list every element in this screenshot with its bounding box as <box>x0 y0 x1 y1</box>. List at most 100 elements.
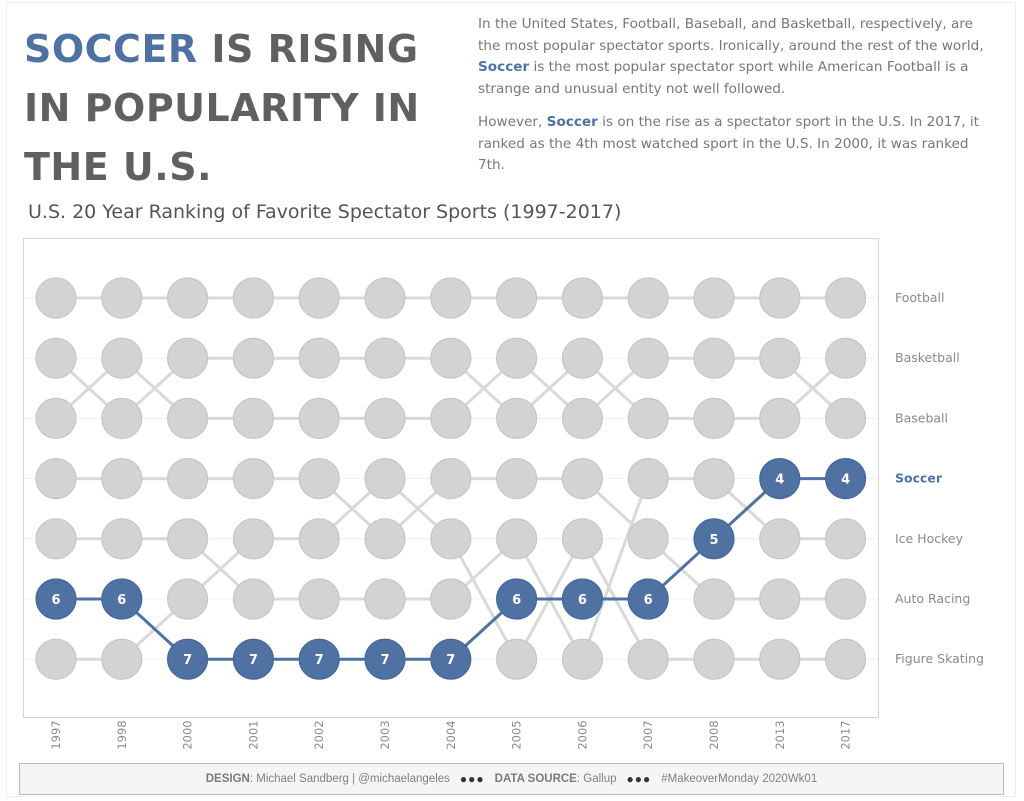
dot-football-2005[interactable] <box>495 277 538 319</box>
dot-basketball-2001[interactable] <box>232 337 274 379</box>
dot-auto-racing-2003[interactable] <box>364 518 406 560</box>
dot-auto-racing-1998[interactable] <box>101 458 143 500</box>
dot-ice-hockey-2006[interactable] <box>561 638 604 680</box>
dot-basketball-2000[interactable] <box>167 337 209 379</box>
dot-football-2007[interactable] <box>627 277 669 319</box>
x-tick-label: 2008 <box>707 720 721 749</box>
dot-ice-hockey-2008[interactable] <box>693 458 735 500</box>
dot-figure-skating-2000[interactable] <box>167 578 209 620</box>
dot-baseball-2003[interactable] <box>364 397 406 439</box>
dot-figure-skating-1998[interactable] <box>101 638 143 680</box>
dashboard-frame <box>6 2 1016 797</box>
dot-auto-racing-2008[interactable] <box>693 578 735 620</box>
dot-ice-hockey-1998[interactable] <box>101 518 143 560</box>
dot-figure-skating-2005[interactable] <box>495 638 538 680</box>
dot-soccer-2004[interactable] <box>430 638 472 680</box>
dot-baseball-2001[interactable] <box>232 397 274 439</box>
dot-basketball-2013[interactable] <box>759 397 801 439</box>
dot-auto-racing-2007[interactable] <box>627 518 669 560</box>
dot-soccer-2008[interactable] <box>693 518 735 560</box>
dot-soccer-2005[interactable] <box>495 578 538 620</box>
dot-figure-skating-2008[interactable] <box>693 638 735 680</box>
dot-soccer-2001[interactable] <box>232 638 274 680</box>
dot-figure-skating-2002[interactable] <box>298 518 340 560</box>
dot-figure-skating-2006[interactable] <box>561 518 604 560</box>
intro-p2-text-end: is on the rise as a spectator sport in t… <box>478 114 979 173</box>
dot-ice-hockey-2000[interactable] <box>167 518 209 560</box>
dot-basketball-2008[interactable] <box>693 397 735 439</box>
dot-football-1997[interactable] <box>35 277 77 319</box>
dot-ice-hockey-2007[interactable] <box>627 458 669 500</box>
dot-basketball-1997[interactable] <box>35 337 77 379</box>
dot-auto-racing-2006[interactable] <box>561 458 604 500</box>
dot-soccer-2013[interactable] <box>759 458 801 500</box>
dot-football-2008[interactable] <box>693 277 735 319</box>
dot-basketball-2006[interactable] <box>561 337 604 379</box>
dot-baseball-1998[interactable] <box>101 337 143 379</box>
dot-ice-hockey-2003[interactable] <box>364 578 406 620</box>
dot-ice-hockey-1997[interactable] <box>35 518 77 560</box>
dot-baseball-2017[interactable] <box>824 397 867 439</box>
dot-soccer-2000[interactable] <box>167 638 209 680</box>
dot-baseball-2013[interactable] <box>759 337 801 379</box>
dot-basketball-2005[interactable] <box>495 397 538 439</box>
dot-football-2002[interactable] <box>298 277 340 319</box>
dot-soccer-2006[interactable] <box>561 578 604 620</box>
x-tick-label: 2003 <box>378 720 392 749</box>
dot-soccer-1997[interactable] <box>35 578 77 620</box>
dot-basketball-2007[interactable] <box>627 397 669 439</box>
dot-football-2017[interactable] <box>824 277 867 319</box>
dot-figure-skating-2017[interactable] <box>824 638 867 680</box>
dot-soccer-2003[interactable] <box>364 638 406 680</box>
dot-label-soccer-2000: 7 <box>183 653 192 668</box>
dot-auto-racing-2001[interactable] <box>232 458 274 500</box>
dot-ice-hockey-2004[interactable] <box>430 578 472 620</box>
dot-baseball-2008[interactable] <box>693 337 735 379</box>
dot-ice-hockey-2005[interactable] <box>495 518 538 560</box>
dot-auto-racing-2000[interactable] <box>167 458 209 500</box>
dot-ice-hockey-2001[interactable] <box>232 578 274 620</box>
dot-baseball-2002[interactable] <box>298 397 340 439</box>
dot-ice-hockey-2017[interactable] <box>824 518 867 560</box>
dot-basketball-1998[interactable] <box>101 397 143 439</box>
dot-figure-skating-2004[interactable] <box>430 518 472 560</box>
dot-auto-racing-1997[interactable] <box>35 458 77 500</box>
series-line-ice-hockey <box>56 477 846 663</box>
dot-baseball-2000[interactable] <box>167 397 209 439</box>
dot-figure-skating-1997[interactable] <box>35 638 77 680</box>
dot-football-1998[interactable] <box>101 277 143 319</box>
dot-baseball-2006[interactable] <box>561 397 604 439</box>
dot-basketball-2017[interactable] <box>824 337 867 379</box>
dot-ice-hockey-2002[interactable] <box>298 578 340 620</box>
dot-figure-skating-2003[interactable] <box>364 458 406 500</box>
dot-basketball-2003[interactable] <box>364 337 406 379</box>
dot-baseball-2007[interactable] <box>627 337 669 379</box>
dot-basketball-2004[interactable] <box>430 337 472 379</box>
dot-football-2003[interactable] <box>364 277 406 319</box>
dot-baseball-2005[interactable] <box>495 337 538 379</box>
dot-football-2013[interactable] <box>759 277 801 319</box>
dot-figure-skating-2007[interactable] <box>627 638 669 680</box>
dot-soccer-1998[interactable] <box>101 578 143 620</box>
dot-football-2006[interactable] <box>561 277 604 319</box>
dot-auto-racing-2004[interactable] <box>430 458 472 500</box>
dot-figure-skating-2013[interactable] <box>759 638 801 680</box>
dot-auto-racing-2013[interactable] <box>759 578 801 620</box>
dot-football-2004[interactable] <box>430 277 472 319</box>
dot-football-2001[interactable] <box>232 277 274 319</box>
dot-auto-racing-2017[interactable] <box>824 578 867 620</box>
dot-football-2000[interactable] <box>167 277 209 319</box>
dot-auto-racing-2002[interactable] <box>298 458 340 500</box>
dot-basketball-2002[interactable] <box>298 337 340 379</box>
footer-design-label: DESIGN <box>205 773 250 785</box>
dot-soccer-2017[interactable] <box>824 458 867 500</box>
dot-baseball-1997[interactable] <box>35 397 77 439</box>
dot-soccer-2007[interactable] <box>627 578 669 620</box>
dot-ice-hockey-2013[interactable] <box>759 518 801 560</box>
dot-auto-racing-2005[interactable] <box>495 458 538 500</box>
dot-figure-skating-2001[interactable] <box>232 518 274 560</box>
x-tick-label: 2013 <box>773 720 787 749</box>
dot-baseball-2004[interactable] <box>430 397 472 439</box>
intro-p1-text-end: is the most popular spectator sport whil… <box>478 59 969 97</box>
dot-soccer-2002[interactable] <box>298 638 340 680</box>
